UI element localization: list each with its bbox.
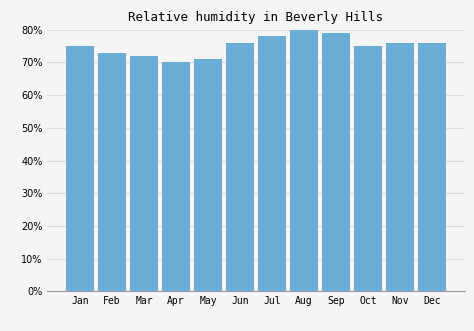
Title: Relative humidity in Beverly Hills: Relative humidity in Beverly Hills: [128, 12, 383, 24]
Bar: [99, 53, 126, 291]
Bar: [386, 43, 413, 291]
Bar: [355, 46, 382, 291]
Bar: [130, 56, 157, 291]
Bar: [194, 59, 221, 291]
Bar: [419, 43, 446, 291]
Bar: [291, 30, 318, 291]
Bar: [163, 63, 190, 291]
Bar: [66, 46, 93, 291]
Bar: [322, 33, 349, 291]
Bar: [227, 43, 254, 291]
Bar: [258, 36, 285, 291]
